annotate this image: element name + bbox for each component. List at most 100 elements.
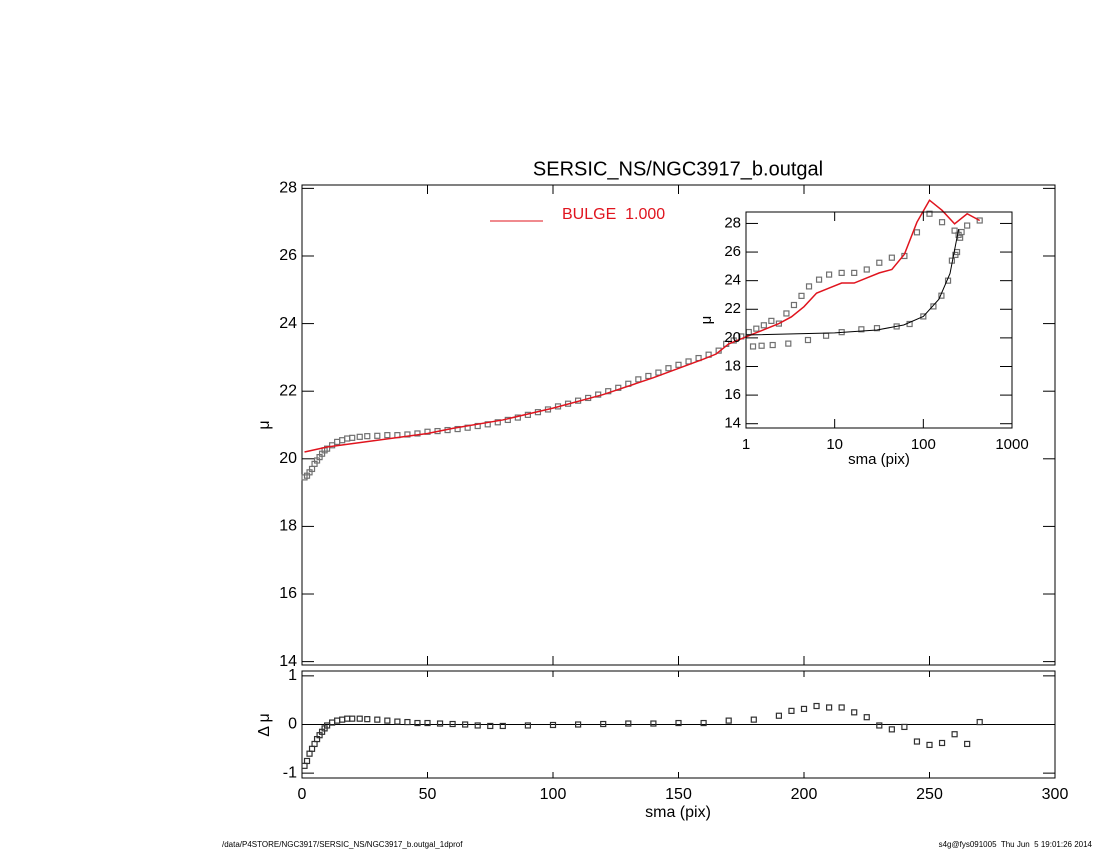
y-tick-label: 1 xyxy=(288,667,297,684)
data-point xyxy=(404,718,411,726)
x-tick-label: 250 xyxy=(916,786,943,803)
data-point xyxy=(800,705,808,713)
x-tick-label: 200 xyxy=(791,786,818,803)
data-point xyxy=(625,720,632,727)
chart-title: SERSIC_NS/NGC3917_b.outgal xyxy=(533,158,823,180)
data-point xyxy=(951,731,958,738)
y-tick-label: 18 xyxy=(279,518,297,535)
data-point xyxy=(454,425,461,433)
data-point xyxy=(804,336,812,344)
data-point xyxy=(920,313,927,320)
data-point xyxy=(675,719,682,727)
data-point xyxy=(462,721,469,728)
data-point xyxy=(938,739,946,747)
x-tick-label: 300 xyxy=(1042,786,1069,803)
x-tick-label: 100 xyxy=(911,436,936,453)
data-point xyxy=(815,276,823,283)
data-point xyxy=(768,317,775,324)
data-point xyxy=(913,738,921,745)
y-tick-label: 26 xyxy=(279,247,297,264)
data-point xyxy=(685,358,692,365)
data-point xyxy=(384,717,391,724)
data-point xyxy=(324,445,331,452)
data-point xyxy=(344,715,351,722)
data-point xyxy=(838,269,845,276)
data-point xyxy=(436,720,444,727)
y-tick-label: 24 xyxy=(724,272,741,289)
data-point xyxy=(822,332,830,339)
x-tick-label: 150 xyxy=(665,786,692,803)
data-point xyxy=(374,716,381,723)
data-point xyxy=(749,343,757,350)
x-tick-label: 100 xyxy=(540,786,567,803)
data-point xyxy=(349,434,356,441)
data-point xyxy=(645,372,652,380)
data-point xyxy=(414,430,421,437)
data-point xyxy=(394,718,401,725)
x-tick-label: 1 xyxy=(742,436,750,453)
data-point xyxy=(873,325,881,332)
data-point xyxy=(384,432,391,439)
data-point xyxy=(650,720,657,727)
data-point xyxy=(926,741,933,749)
model-line xyxy=(745,229,960,336)
data-point xyxy=(951,227,958,234)
y-axis-label: Δ μ xyxy=(256,713,273,736)
data-point xyxy=(339,437,346,444)
data-point xyxy=(311,740,318,748)
y-tick-label: 22 xyxy=(724,300,741,317)
data-point xyxy=(964,740,971,748)
data-point xyxy=(306,750,313,757)
data-point xyxy=(783,310,790,317)
data-point xyxy=(790,301,798,309)
footer-stamp: s4g@fys091005 Thu Jun 5 19:01:26 2014 xyxy=(939,840,1093,849)
data-point xyxy=(424,428,431,435)
x-tick-label: 0 xyxy=(298,786,307,803)
data-point xyxy=(825,271,833,278)
data-point xyxy=(635,376,642,383)
y-tick-label: 16 xyxy=(279,585,297,602)
data-point xyxy=(825,704,833,711)
data-point xyxy=(775,712,783,719)
y-tick-label: 26 xyxy=(724,243,741,260)
data-point xyxy=(926,210,933,217)
legend-label: BULGE 1.000 xyxy=(562,206,665,223)
plot-frame xyxy=(301,184,1056,666)
data-point xyxy=(725,717,732,724)
data-point xyxy=(574,721,582,728)
x-axis-label: sma (pix) xyxy=(848,451,910,468)
data-point xyxy=(404,431,411,438)
data-point xyxy=(888,726,895,733)
data-point xyxy=(785,340,792,347)
y-tick-label: 16 xyxy=(724,386,741,403)
data-point xyxy=(930,303,937,310)
data-point xyxy=(449,720,456,728)
data-point xyxy=(605,388,612,395)
data-point xyxy=(964,222,971,229)
data-point xyxy=(958,228,965,236)
data-point xyxy=(851,269,858,276)
data-point xyxy=(788,707,795,714)
data-point xyxy=(838,704,845,711)
data-point xyxy=(901,723,908,731)
data-point xyxy=(957,234,964,241)
plot-frame xyxy=(745,211,1013,429)
data-point xyxy=(775,320,783,327)
data-point xyxy=(374,432,381,439)
x-tick-label: 10 xyxy=(826,436,843,453)
y-tick-label: 22 xyxy=(279,382,297,399)
y-tick-label: 24 xyxy=(279,315,297,332)
data-point xyxy=(364,433,371,440)
data-point xyxy=(760,322,767,329)
data-point xyxy=(758,342,765,349)
y-tick-label: -1 xyxy=(283,764,297,781)
data-point xyxy=(938,219,946,226)
data-point xyxy=(414,719,421,727)
data-point xyxy=(813,702,820,710)
y-axis-label: μ xyxy=(256,420,273,429)
data-point xyxy=(334,717,341,724)
y-tick-label: 0 xyxy=(288,716,297,733)
data-point xyxy=(675,361,682,368)
data-point xyxy=(876,259,883,266)
